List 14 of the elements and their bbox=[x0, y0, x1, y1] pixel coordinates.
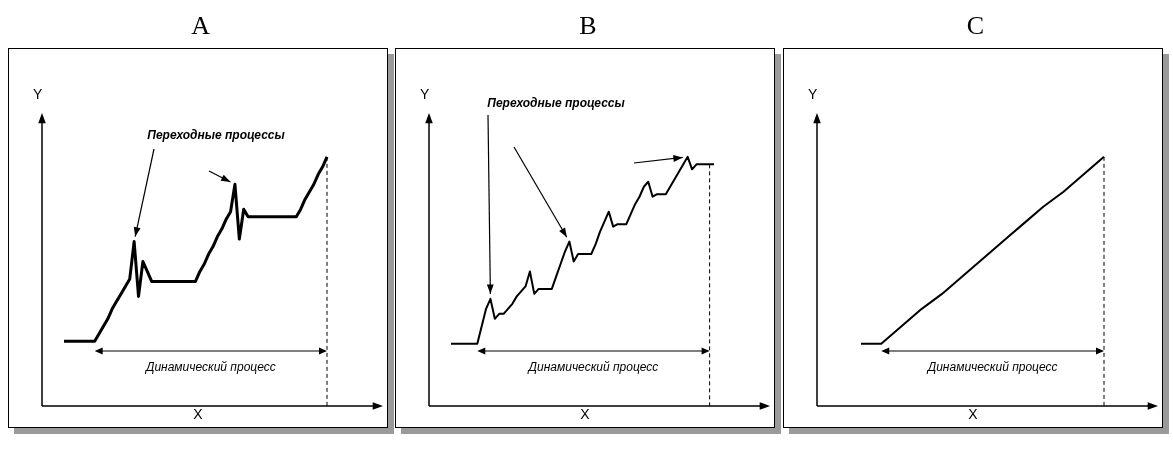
x-axis-title: X bbox=[967, 406, 978, 422]
y-axis-title: Y bbox=[420, 86, 431, 102]
annotation: Динамический процесс bbox=[526, 360, 659, 374]
y-axis-title: Y bbox=[807, 86, 818, 102]
annotation: Динамический процесс bbox=[143, 360, 276, 374]
chart-title: C bbox=[965, 10, 985, 42]
x-axis-title: X bbox=[580, 406, 591, 422]
annotation: Динамический процесс bbox=[925, 360, 1058, 374]
chart-title: B bbox=[578, 10, 598, 42]
chart-title: A bbox=[190, 10, 212, 42]
y-axis-title: Y bbox=[33, 86, 43, 102]
text: Переходные процессы bbox=[147, 128, 286, 142]
text: Переходные процессы bbox=[487, 96, 626, 110]
x-axis-title: X bbox=[193, 406, 204, 422]
